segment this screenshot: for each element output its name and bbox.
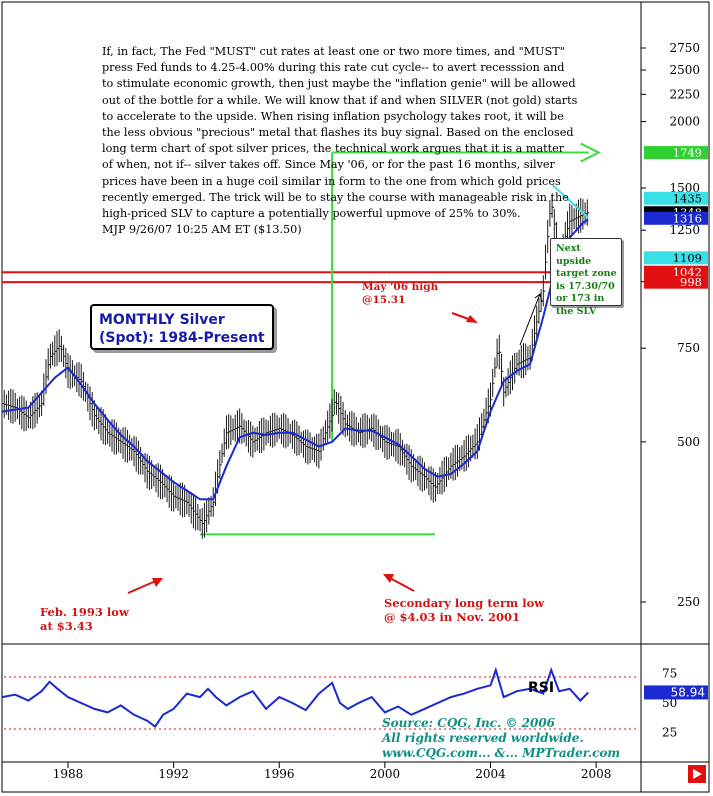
target-arrowhead (580, 142, 601, 163)
price-tick-label: 500 (677, 435, 700, 449)
price-tag-label: 1749 (673, 146, 702, 160)
price-tag-bg (644, 265, 708, 279)
price-tag-bg (644, 251, 708, 265)
chart-title-box: MONTHLY Silver (Spot): 1984-Present (90, 304, 274, 350)
commentary-text: If, in fact, The Fed "MUST" cut rates at… (102, 45, 578, 237)
feb1993-low-note: Feb. 1993 low at $3.43 (40, 605, 129, 633)
measured-move (200, 142, 601, 536)
rsi-panel (1, 666, 589, 729)
source-credit: Source: CQG, Inc. © 2006 All rights rese… (382, 716, 621, 760)
may06-high-note: May '06 high @15.31 (362, 281, 439, 306)
price-tick-label: 250 (677, 595, 700, 609)
price-tick-label: 1500 (669, 181, 700, 195)
rsi-axis: 25 50 75 58.94 (644, 667, 708, 740)
time-tick-label: 2000 (370, 767, 401, 781)
rsi-line (1, 666, 589, 729)
time-tick-label: 1988 (53, 767, 84, 781)
price-tag-label: 1435 (673, 191, 702, 205)
feb1993-arrowhead (152, 578, 163, 587)
price-tag-bg (644, 275, 708, 289)
time-tick-label: 1996 (264, 767, 295, 781)
breakout-arrow (519, 293, 541, 346)
rsi-tick-label: 50 (662, 696, 677, 710)
time-tick-label: 1992 (158, 767, 189, 781)
price-tag-bg (644, 191, 708, 205)
price-tick-label: 2500 (669, 63, 700, 77)
may06-arrowhead (466, 315, 478, 323)
price-tag-label: 1316 (673, 211, 702, 225)
rsi-label: RSI (528, 680, 555, 696)
rsi-value-tag (644, 685, 708, 700)
target-zone-box: Next upside target zone is 17.30/70 or 1… (550, 238, 622, 317)
support-resistance-lines (2, 271, 553, 284)
secondary-low-arrow (387, 576, 415, 592)
scroll-right-icon[interactable] (688, 765, 706, 783)
price-tick-label: 2000 (669, 115, 700, 129)
time-tick-label: 2008 (581, 767, 612, 781)
secondary-low-note: Secondary long term low @ $4.03 in Nov. … (384, 596, 545, 624)
time-tick-label: 2004 (475, 767, 506, 781)
rsi-value-label: 58.94 (671, 685, 705, 699)
breakout-arrowhead (534, 293, 543, 303)
price-tick-label: 1250 (669, 223, 700, 237)
price-tag-bg (644, 211, 708, 225)
feb1993-arrow (127, 579, 159, 594)
secondary-low-arrowhead (383, 574, 394, 583)
target-zone-text: Next upside target zone is 17.30/70 or 1… (556, 243, 617, 317)
rsi-tick-label: 75 (662, 667, 677, 681)
rsi-tick-label: 25 (662, 726, 677, 740)
chart-title: MONTHLY Silver (Spot): 1984-Present (99, 312, 265, 346)
price-tag-bg (644, 146, 708, 160)
triangle-upper-line (551, 184, 589, 219)
price-tick-label: 2750 (669, 41, 700, 55)
price-tick-label: 2250 (669, 87, 700, 101)
price-tag-label: 998 (680, 275, 702, 289)
moving-average (1, 218, 589, 501)
price-tag-label: 1109 (673, 251, 702, 265)
price-level-tags: 174914351348131611091042998 (644, 146, 708, 289)
time-axis: 1988 1992 1996 2000 2004 2008 (53, 762, 612, 781)
annotation-arrows (127, 293, 543, 594)
price-tick-label: 750 (677, 341, 700, 355)
moving-average-line (1, 218, 589, 501)
rsi-guides (4, 676, 639, 730)
